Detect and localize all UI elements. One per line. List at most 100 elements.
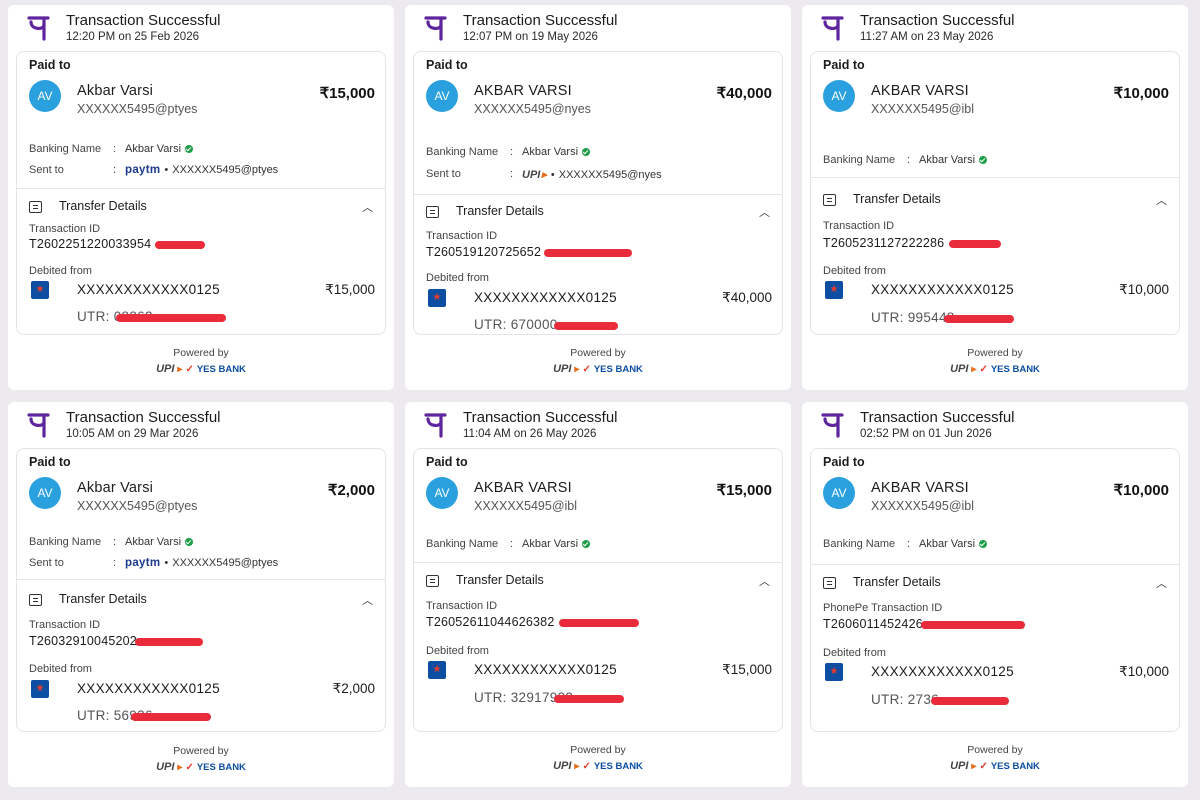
banking-name-text: Akbar Varsi [919, 154, 976, 166]
transfer-details-toggle[interactable]: Transfer Details [456, 204, 544, 218]
colon-separator: : [510, 146, 514, 158]
chevron-up-icon[interactable]: ︿ [759, 576, 770, 588]
upi-logo-text: UPI [156, 363, 175, 375]
receipt-list-icon [29, 201, 42, 213]
payee-upi-id: XXXXXX5495@ptyes [77, 499, 198, 513]
bank-logo-icon: ★ [825, 281, 843, 299]
redaction-mark [921, 621, 1025, 629]
divider [414, 562, 782, 563]
receipt-card: Paid to AV AKBAR VARSI XXXXXX5495@ibl ₹15,00… [413, 448, 783, 732]
phonepe-logo-icon [423, 410, 449, 440]
receipt-card: Paid to AV AKBAR VARSI XXXXXX5495@nyes ₹40,0… [413, 51, 783, 335]
phonepe-logo-icon [820, 410, 846, 440]
transfer-details-toggle[interactable]: Transfer Details [59, 592, 147, 606]
paid-amount: ₹15,000 [716, 482, 772, 499]
sent-to-label: Sent to [29, 557, 64, 569]
yes-bank-tick-icon: ✓ [979, 363, 988, 375]
upi-arrow-icon: ▸ [971, 760, 977, 772]
page-title: Transaction Successful [860, 409, 1015, 426]
phonepe-logo-icon [423, 13, 449, 43]
receipt-list-icon [426, 206, 439, 218]
payee-upi-id: XXXXXX5495@nyes [474, 102, 591, 116]
banking-name-label: Banking Name [823, 154, 896, 166]
chevron-up-icon[interactable]: ︿ [1156, 578, 1167, 590]
upi-yes-bank-logo: UPI ▸ ✓ YES BANK [8, 761, 394, 773]
bank-logo-icon: ★ [31, 680, 49, 698]
banking-name-text: Akbar Varsi [522, 146, 579, 158]
transaction-id: T2606011452426 [823, 617, 923, 631]
sent-to-value: paytm • XXXXXX5495@ptyes [125, 164, 278, 176]
redaction-mark [544, 249, 632, 257]
transaction-id-label: Transaction ID [426, 230, 498, 242]
payee-name: Akbar Varsi [77, 83, 154, 99]
transaction-receipt: Transaction Successful 11:27 AM on 23 May… [802, 5, 1188, 390]
powered-by-label: Powered by [570, 347, 626, 359]
debited-amount: ₹10,000 [1119, 282, 1169, 297]
sent-to-value: UPI ▸ • XXXXXX5495@nyes [522, 168, 662, 182]
paid-to-label: Paid to [426, 455, 468, 469]
bullet-separator: • [164, 557, 169, 569]
transfer-details-toggle[interactable]: Transfer Details [853, 575, 941, 589]
redaction-mark [131, 713, 211, 721]
transaction-id: T26032910045202 [29, 634, 137, 648]
upi-arrow-icon: ▸ [541, 169, 547, 181]
bank-logo-icon: ★ [428, 661, 446, 679]
bullet-separator: • [164, 164, 169, 176]
upi-logo-text: UPI [553, 363, 572, 375]
receipt-list-icon [823, 194, 836, 206]
transaction-time: 02:52 PM on 01 Jun 2026 [860, 428, 992, 440]
transaction-id: T260519120725652 [426, 245, 542, 259]
upi-arrow-icon: ▸ [177, 363, 183, 375]
transaction-id: T2602251220033954 [29, 237, 152, 251]
chevron-up-icon[interactable]: ︿ [362, 595, 373, 607]
colon-separator: : [510, 538, 514, 550]
upi-yes-bank-logo: UPI ▸ ✓ YES BANK [802, 363, 1188, 375]
transaction-id-label: Transaction ID [426, 600, 498, 612]
payee-name: Akbar Varsi [77, 480, 154, 496]
payee-upi-id: XXXXXX5495@ibl [871, 102, 975, 116]
upi-yes-bank-logo: UPI ▸ ✓ YES BANK [8, 363, 394, 375]
page-title: Transaction Successful [66, 12, 221, 29]
upi-yes-bank-logo: UPI ▸ ✓ YES BANK [405, 760, 791, 772]
utr-number: UTR: 995448 [871, 310, 955, 325]
verified-check-icon [979, 156, 988, 164]
transfer-details-toggle[interactable]: Transfer Details [853, 192, 941, 206]
debited-from-label: Debited from [29, 265, 92, 277]
banking-name-value: Akbar Varsi [125, 143, 194, 155]
banking-name-label: Banking Name [823, 538, 896, 550]
divider [17, 579, 385, 580]
chevron-up-icon[interactable]: ︿ [362, 202, 373, 214]
chevron-up-icon[interactable]: ︿ [759, 207, 770, 219]
debited-from-label: Debited from [823, 647, 886, 659]
debited-account: XXXXXXXXXXXX0125 [474, 290, 617, 305]
utr-number: UTR: 2736 [871, 692, 939, 707]
payee-upi-id: XXXXXX5495@ibl [474, 499, 578, 513]
redaction-mark [116, 314, 226, 322]
receipt-card: Paid to AV AKBAR VARSI XXXXXX5495@ibl ₹10,00… [810, 448, 1180, 732]
page-title: Transaction Successful [66, 409, 221, 426]
paytm-logo-icon: paytm [125, 164, 161, 176]
page-title: Transaction Successful [463, 12, 618, 29]
transfer-details-toggle[interactable]: Transfer Details [456, 573, 544, 587]
upi-arrow-icon: ▸ [574, 760, 580, 772]
upi-logo-text: UPI [950, 760, 969, 772]
yes-bank-text: YES BANK [196, 363, 246, 375]
banking-name-label: Banking Name [426, 146, 499, 158]
powered-by-label: Powered by [570, 744, 626, 756]
yes-bank-text: YES BANK [196, 761, 246, 773]
banking-name-text: Akbar Varsi [125, 143, 182, 155]
colon-separator: : [510, 168, 514, 180]
transfer-details-toggle[interactable]: Transfer Details [59, 199, 147, 213]
receipt-card: Paid to AV Akbar Varsi XXXXXX5495@ptyes ₹15,… [16, 51, 386, 335]
receipt-card: Paid to AV Akbar Varsi XXXXXX5495@ptyes ₹2,0… [16, 448, 386, 732]
banking-name-label: Banking Name [29, 536, 102, 548]
paid-to-label: Paid to [823, 58, 865, 72]
sent-to-label: Sent to [426, 168, 461, 180]
powered-by-label: Powered by [173, 347, 229, 359]
debited-amount: ₹15,000 [325, 282, 375, 297]
colon-separator: : [907, 154, 911, 166]
divider [17, 188, 385, 189]
receipt-list-icon [823, 577, 836, 589]
utr-number: UTR: 32917932 [474, 690, 574, 705]
chevron-up-icon[interactable]: ︿ [1156, 195, 1167, 207]
